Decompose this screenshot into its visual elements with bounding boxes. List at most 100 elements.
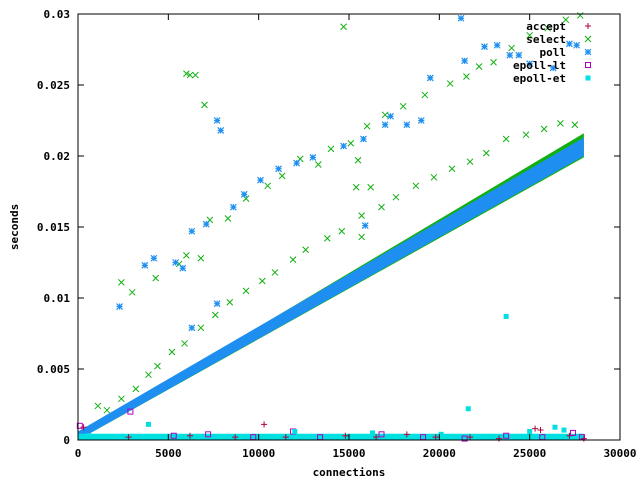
legend-item-epoll-et: epoll-et — [513, 72, 591, 85]
series-select — [94, 12, 584, 414]
data-point-select — [490, 58, 497, 66]
x-tick-label: 25000 — [513, 447, 546, 460]
data-point-select — [211, 311, 219, 319]
data-point-select — [544, 24, 552, 32]
data-point-epoll-et — [465, 406, 471, 412]
data-point-poll — [360, 135, 367, 143]
data-point-select — [118, 395, 125, 403]
data-point-epoll-lt — [570, 429, 577, 436]
data-point-select — [354, 156, 362, 164]
data-point-select — [378, 203, 385, 211]
data-point-select — [540, 125, 548, 133]
data-point-select — [278, 172, 286, 180]
legend-item-select: select — [526, 33, 592, 46]
y-axis-label: seconds — [8, 204, 21, 250]
data-point-poll — [293, 159, 301, 167]
data-point-poll — [340, 142, 348, 150]
legend-marker — [585, 75, 591, 81]
series-epoll-et — [86, 313, 567, 439]
x-tick-label: 10000 — [242, 447, 275, 460]
data-point-poll — [240, 190, 248, 198]
data-point-select — [132, 385, 140, 393]
data-point-epoll-et — [438, 431, 444, 437]
data-point-select — [576, 12, 584, 19]
legend-marker — [585, 62, 591, 68]
data-point-select — [327, 145, 335, 153]
data-point-select — [557, 119, 564, 127]
data-point-accept — [282, 434, 289, 441]
series-poll — [116, 14, 581, 332]
data-point-select — [103, 406, 111, 414]
y-tick-label: 0.01 — [44, 292, 71, 305]
data-point-poll — [275, 165, 282, 173]
data-point-select — [181, 340, 188, 347]
x-tick-label: 20000 — [423, 447, 456, 460]
x-tick-label: 0 — [75, 447, 82, 460]
data-point-poll — [172, 259, 179, 266]
legend-label: epoll-lt — [513, 59, 566, 72]
data-point-poll — [481, 43, 488, 51]
data-point-epoll-et — [292, 428, 298, 434]
data-point-select — [392, 193, 400, 201]
legend-label: select — [526, 33, 566, 46]
data-point-epoll-et — [503, 313, 509, 319]
data-point-select — [192, 71, 199, 79]
data-point-accept — [537, 427, 544, 434]
data-point-select — [118, 279, 125, 286]
data-point-poll — [417, 117, 425, 124]
data-point-accept — [373, 434, 380, 441]
series-accept — [80, 421, 587, 442]
y-tick-label: 0.03 — [44, 8, 71, 21]
data-point-epoll-lt — [76, 422, 83, 429]
data-point-accept — [495, 435, 502, 442]
data-point-epoll-lt — [127, 408, 134, 415]
data-point-poll — [565, 40, 573, 48]
data-point-accept — [125, 434, 132, 441]
data-point-accept — [532, 425, 539, 432]
data-point-poll — [213, 117, 221, 124]
data-point-epoll-et — [552, 424, 558, 430]
data-point-poll — [309, 153, 317, 161]
data-point-select — [271, 269, 279, 276]
data-point-select — [340, 23, 347, 31]
data-point-select — [412, 182, 420, 190]
data-point-poll — [257, 176, 264, 184]
data-point-epoll-et — [86, 433, 92, 439]
data-point-select — [154, 362, 161, 370]
data-point-select — [363, 122, 371, 130]
data-point-epoll-et — [561, 427, 567, 433]
data-point-poll — [493, 41, 501, 49]
data-point-accept — [580, 435, 587, 442]
series-band-poll — [78, 137, 584, 441]
legend-marker — [585, 23, 591, 29]
data-point-select — [502, 135, 510, 143]
y-tick-label: 0.005 — [37, 363, 70, 376]
data-point-accept — [403, 431, 410, 438]
data-point-select — [526, 31, 534, 39]
data-point-select — [482, 149, 490, 157]
data-point-epoll-lt — [378, 431, 385, 438]
data-point-poll — [461, 57, 469, 65]
data-point-select — [367, 183, 375, 191]
data-point-poll — [141, 261, 149, 269]
y-tick-label: 0 — [63, 434, 70, 447]
data-point-select — [128, 288, 136, 296]
data-point-select — [314, 161, 322, 168]
legend-label: accept — [526, 20, 566, 33]
data-point-select — [302, 246, 309, 254]
data-point-accept — [432, 434, 439, 441]
x-tick-label: 30000 — [603, 447, 636, 460]
data-point-select — [358, 212, 366, 219]
data-point-poll — [526, 60, 534, 68]
data-point-poll — [179, 264, 187, 272]
data-point-poll — [549, 64, 557, 72]
data-point-poll — [515, 51, 523, 59]
data-point-select — [152, 274, 160, 282]
data-point-poll — [426, 74, 434, 82]
x-tick-label: 5000 — [155, 447, 182, 460]
data-point-select — [430, 173, 438, 181]
data-point-select — [571, 121, 579, 129]
data-point-select — [224, 215, 232, 222]
data-point-select — [323, 235, 331, 242]
data-point-select — [508, 44, 515, 52]
